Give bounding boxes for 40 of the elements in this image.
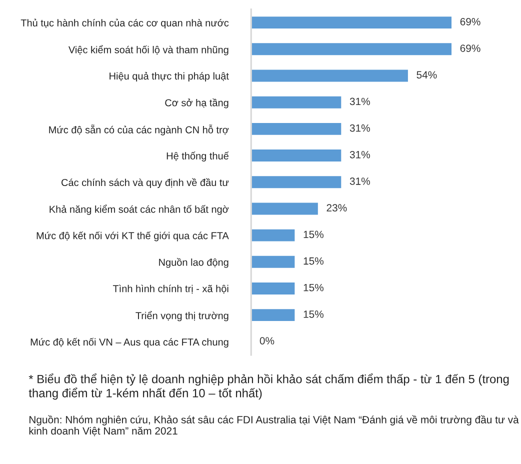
bar xyxy=(251,176,342,188)
bar xyxy=(251,96,342,108)
data-label: 15% xyxy=(304,257,324,265)
data-label: 31% xyxy=(350,98,370,106)
y-tick-label: Triển vọng thị trường xyxy=(136,311,228,322)
text: * Biểu đồ thể hiện tỷ lệ doanh nghiệp phản hồi khảo sát chấm điểm thấp - từ 1 đến 5 (trong thang điểm từ 1-kém nhất đến 10 – tốt nhất) xyxy=(28,374,509,400)
y-tick-label: Tình hình chính trị - xã hội xyxy=(112,284,228,294)
bar xyxy=(251,202,318,215)
y-tick-label: Khả năng kiểm soát các nhân tố bất ngờ xyxy=(50,204,229,215)
bar xyxy=(251,16,452,29)
bar xyxy=(251,256,295,268)
y-tick-label: Hiệu quả thực thi pháp luật xyxy=(110,72,229,82)
text: Nguồn: Nhóm nghiên cứu, Khảo sát sâu các FDI Australia tại Việt Nam “Đánh giá về môi trường đầu tư và kinh doanh Việt Nam” năm 2021 xyxy=(29,415,519,436)
data-label: 15% xyxy=(304,284,324,292)
y-tick-label: Mức độ sẵn có của các ngành CN hỗ trợ xyxy=(49,124,229,136)
bar xyxy=(251,282,295,294)
data-label: 54% xyxy=(416,71,437,79)
y-tick-label: Cơ sở hạ tầng xyxy=(165,98,228,108)
y-tick-label: Mức độ kết nối với KT thế giới qua các FTA xyxy=(36,231,229,242)
y-tick-label: Việc kiểm soát hối lộ và tham nhũng xyxy=(68,45,228,56)
bar xyxy=(251,150,342,162)
data-label: 31% xyxy=(350,124,370,132)
data-label: 31% xyxy=(350,150,370,158)
y-tick-label: Thủ tục hành chính của các cơ quan nhà nước xyxy=(20,18,229,28)
data-label: 69% xyxy=(460,44,480,52)
bar xyxy=(251,122,342,135)
data-label: 15% xyxy=(304,230,324,238)
data-label: 31% xyxy=(350,178,370,185)
data-label: 69% xyxy=(460,18,480,26)
bar xyxy=(251,70,408,82)
y-tick-label: Nguồn lao động xyxy=(159,258,228,268)
y-tick-label: Các chính sách và quy định về đầu tư xyxy=(62,178,229,188)
data-label: 0% xyxy=(260,337,274,344)
y-tick-label: Mức độ kết nối VN – Aus qua các FTA chung xyxy=(30,338,228,348)
bar xyxy=(251,229,295,242)
bar xyxy=(251,309,295,322)
bar xyxy=(251,43,452,56)
y-tick-label: Hệ thống thuế xyxy=(166,152,229,162)
data-label: 15% xyxy=(304,310,324,318)
data-label: 23% xyxy=(326,204,347,212)
